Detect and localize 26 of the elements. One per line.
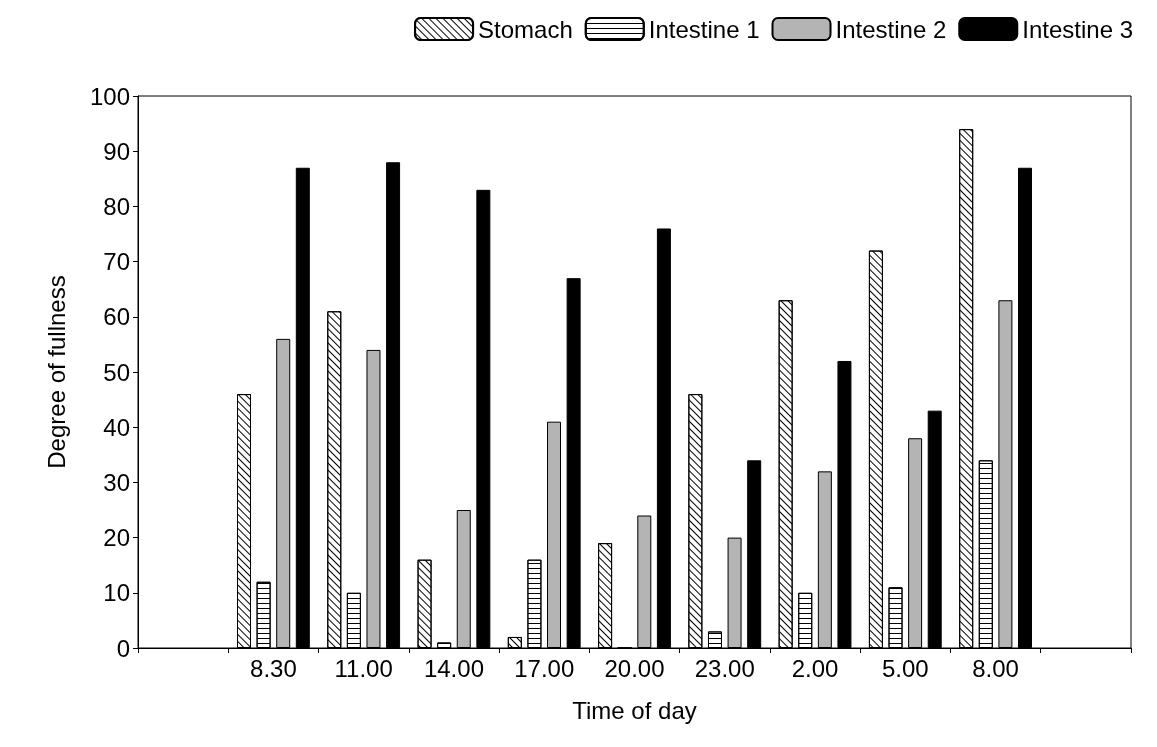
y-tick-label: 30 [103,468,130,496]
legend-label: Stomach [478,15,573,43]
y-tick-label: 90 [103,137,130,165]
x-tick-label: 11.00 [334,654,393,682]
legend-label: Intestine 1 [648,15,760,43]
y-tick-label: 0 [116,634,130,662]
y-tick-label: 10 [103,579,130,607]
x-axis-title: Time of day [572,696,697,724]
x-tick-label: 5.00 [881,654,929,682]
legend-label: Intestine 3 [1022,15,1134,43]
x-tick-label: 8.30 [250,654,297,682]
x-tick-label: 20.00 [604,654,665,682]
y-tick-label: 60 [103,303,130,331]
x-tick-label: 14.00 [423,654,484,682]
x-tick-label: 23.00 [694,654,755,682]
y-axis-title: Degree of fullness [42,275,70,469]
legend-label: Intestine 2 [835,15,947,43]
y-tick-label: 80 [103,192,130,220]
x-tick-label: 2.00 [791,654,839,682]
y-tick-label: 70 [103,248,130,276]
y-tick-label: 100 [89,82,130,110]
x-tick-label: 17.00 [514,654,575,682]
y-tick-label: 50 [103,358,130,386]
y-tick-label: 40 [103,413,130,441]
x-tick-label: 8.00 [972,654,1019,682]
y-tick-label: 20 [103,524,130,552]
